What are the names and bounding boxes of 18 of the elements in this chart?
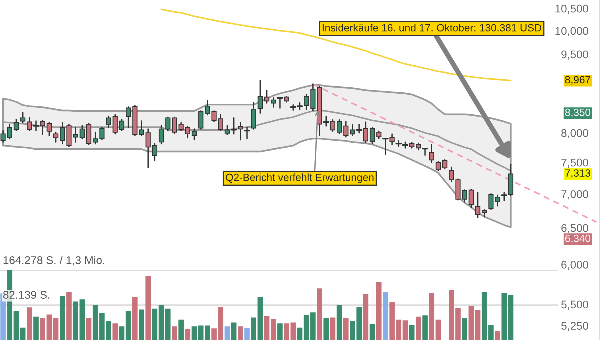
annotation: Q2-Bericht verfehlt Erwartungen [226, 174, 374, 184]
y-tick-label: 10,500 [556, 4, 588, 14]
annotation: 6,340 [565, 234, 591, 244]
y-tick-label: 6,000 [562, 260, 588, 270]
y-tick-label: 10,000 [556, 27, 588, 36]
y-tick-label: 7,000 [562, 190, 588, 200]
y-tick-label: 6,500 [562, 224, 588, 234]
y-tick-label: 5,500 [562, 300, 588, 310]
y-tick-label: 9,500 [562, 50, 588, 60]
annotation: Insiderkäufe 16. und 17. Oktober: 130.381 USD [322, 24, 542, 32]
annotation: 8,350 [565, 108, 591, 118]
ref-line-label: 82.139 S. [3, 291, 50, 299]
annotation: 8,967 [565, 76, 590, 85]
y-tick-label: 5,250 [562, 322, 588, 332]
y-tick-label: 7,500 [562, 158, 588, 168]
y-tick-label: 8,000 [562, 129, 588, 139]
annotation: 7,313 [565, 170, 591, 178]
ref-line-label: 164.278 S. / 1,3 Mio. [4, 256, 105, 266]
